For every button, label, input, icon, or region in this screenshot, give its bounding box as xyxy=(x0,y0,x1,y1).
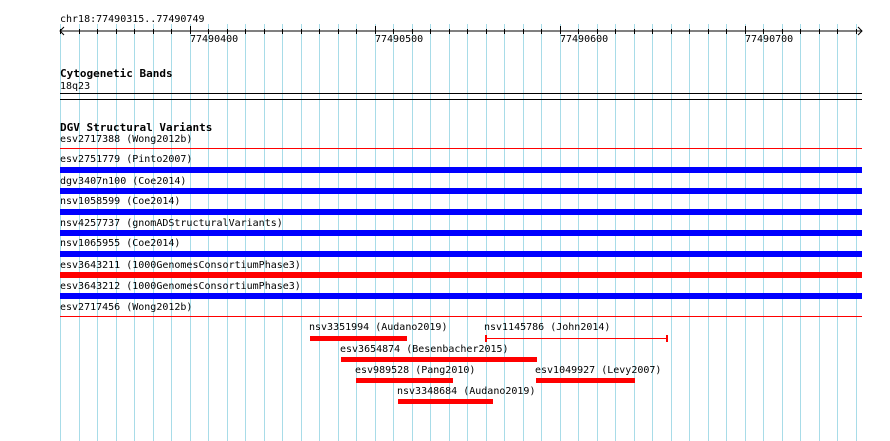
variant-bar[interactable] xyxy=(60,148,862,149)
track-separator xyxy=(60,99,862,100)
variant-bar[interactable] xyxy=(60,209,862,215)
variant-label[interactable]: esv2751779 (Pinto2007) xyxy=(60,154,193,165)
variant-bar[interactable] xyxy=(60,230,862,236)
variant-label[interactable]: esv3643212 (1000GenomesConsortiumPhase3) xyxy=(60,281,301,292)
variant-label[interactable]: dgv3407n100 (Coe2014) xyxy=(60,176,187,187)
feature-label[interactable]: nsv1145786 (John2014) xyxy=(484,322,611,333)
cytoband-line[interactable] xyxy=(60,93,862,94)
variant-bar[interactable] xyxy=(60,188,862,194)
feature-bar[interactable] xyxy=(484,334,670,343)
feature-bar[interactable] xyxy=(341,357,537,362)
variant-bar[interactable] xyxy=(60,167,862,173)
variant-label[interactable]: nsv1058599 (Coe2014) xyxy=(60,196,181,207)
feature-bar[interactable] xyxy=(356,378,453,383)
feature-bar[interactable] xyxy=(398,399,493,404)
ruler-axis xyxy=(59,26,863,36)
dgv-track-title[interactable]: DGV Structural Variants xyxy=(60,121,213,134)
feature-label[interactable]: esv989528 (Pang2010) xyxy=(355,365,476,376)
variant-bar[interactable] xyxy=(60,316,862,317)
variant-bar[interactable] xyxy=(60,251,862,257)
ruler-tick-label: 77490700 xyxy=(745,34,794,45)
cytoband-track-title[interactable]: Cytogenetic Bands xyxy=(60,67,173,80)
variant-label[interactable]: esv2717388 (Wong2012b) xyxy=(60,134,193,145)
ruler-tick-label: 77490600 xyxy=(560,34,609,45)
feature-bar[interactable] xyxy=(310,336,407,341)
variant-bar[interactable] xyxy=(60,272,862,278)
variant-label[interactable]: nsv1065955 (Coe2014) xyxy=(60,238,181,249)
cytoband-label: 18q23 xyxy=(60,81,91,92)
variant-label[interactable]: nsv4257737 (gnomADStructuralVariants) xyxy=(60,218,283,229)
variant-label[interactable]: esv2717456 (Wong2012b) xyxy=(60,302,193,313)
variant-label[interactable]: esv3643211 (1000GenomesConsortiumPhase3) xyxy=(60,260,301,271)
variant-bar[interactable] xyxy=(60,293,862,299)
ruler-tick-label: 77490500 xyxy=(375,34,424,45)
feature-label[interactable]: esv1049927 (Levy2007) xyxy=(535,365,662,376)
feature-label[interactable]: nsv3348684 (Audano2019) xyxy=(397,386,536,397)
feature-label[interactable]: nsv3351994 (Audano2019) xyxy=(309,322,448,333)
feature-bar[interactable] xyxy=(536,378,635,383)
ruler-tick-label: 77490400 xyxy=(190,34,239,45)
feature-label[interactable]: esv3654874 (Besenbacher2015) xyxy=(340,344,509,355)
position-label: chr18:77490315..77490749 xyxy=(60,14,205,25)
